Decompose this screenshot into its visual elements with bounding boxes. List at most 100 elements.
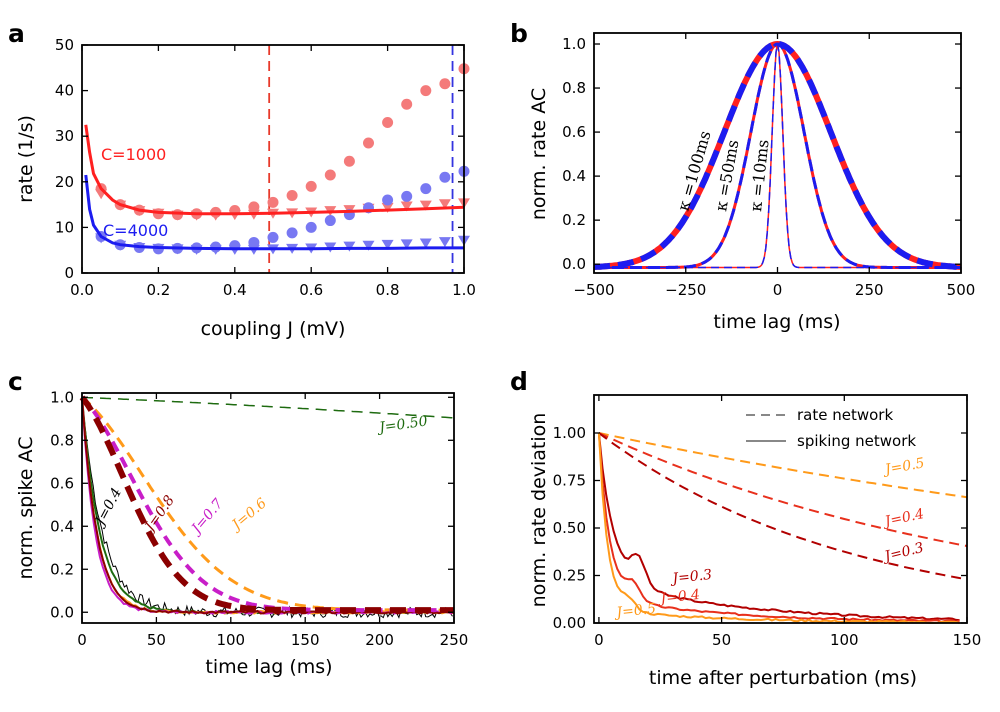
- panel-a-yticks: 0 10 20 30 40 50: [55, 36, 464, 282]
- panel-b-xtick-label: −250: [665, 281, 706, 299]
- panel-b-xtick-label: 0: [773, 281, 783, 299]
- panel-a-xlabel: coupling J (mV): [201, 318, 346, 340]
- panel-a-xtick-label: 1.0: [452, 281, 476, 299]
- panel-c-xtick-label: 50: [147, 631, 166, 649]
- panel-d-rate-curve: [598, 432, 968, 547]
- panel-a-circle-point: [439, 171, 451, 183]
- panel-a-ytick-label: 50: [55, 36, 74, 54]
- panel-c-ytick-label: 0.0: [50, 603, 74, 621]
- panel-c-ytick-label: 0.4: [50, 517, 74, 535]
- panel-b-frame: [593, 32, 962, 274]
- panel-a-curve: [84, 124, 465, 216]
- panel-a-ytick-label: 10: [55, 218, 74, 236]
- panel-label-b: b: [510, 19, 528, 48]
- annotation-d-rate-j04: J=0.4: [881, 506, 926, 531]
- panel-d-xtick-label: 100: [830, 631, 859, 649]
- panel-a-triangle-point: [381, 202, 394, 213]
- panel-b-xtick-label: 250: [855, 281, 884, 299]
- panel-a-plot: [84, 45, 470, 273]
- panel-d-ytick-label: 0.50: [553, 519, 586, 537]
- annotation-j050: J=0.50: [375, 413, 428, 436]
- panel-c-xtick-label: 150: [291, 631, 320, 649]
- annotation-j06: J=0.6: [227, 495, 270, 535]
- panel-b-ac-curve: [594, 43, 961, 269]
- panel-a-circle-point: [324, 169, 336, 181]
- panel-a-circle-point: [305, 221, 317, 233]
- panel-a-ytick-label: 20: [55, 173, 74, 191]
- panel-a-triangle-point: [438, 237, 451, 248]
- panel-b-ytick-label: 0.6: [562, 123, 586, 141]
- panel-d-spiking-curve: [597, 432, 960, 623]
- panel-a-xtick-label: 0.8: [376, 281, 400, 299]
- panel-c-xticks: 0 50 100 150 200 250: [77, 393, 468, 649]
- panel-a-frame: [81, 44, 465, 274]
- panel-label-a: a: [8, 19, 25, 48]
- panel-c-xtick-label: 0: [77, 631, 87, 649]
- panel-a-curve: [84, 174, 464, 251]
- panel-a-ytick-label: 30: [55, 127, 74, 145]
- panel-c-ylabel: norm. spike AC: [15, 437, 37, 580]
- panel-a-circle-point: [382, 117, 394, 129]
- panel-d-xtick-label: 0: [594, 631, 604, 649]
- panel-a-circle-point: [401, 190, 413, 202]
- panel-d-legend: rate network spiking network: [746, 406, 916, 450]
- panel-d-xtick-label: 150: [953, 631, 982, 649]
- panel-d-spiking-curve: [597, 432, 960, 622]
- panel-d-xticks: 0 50 100 150: [594, 395, 981, 649]
- panel-a-circle-point: [420, 85, 432, 97]
- legend-label-rate: rate network: [797, 406, 893, 424]
- panel-b-ytick-label: 0.0: [562, 255, 586, 273]
- panel-c-xlabel: time lag (ms): [205, 656, 332, 678]
- panel-a-triangle-point: [362, 240, 375, 251]
- panel-a-xtick-label: 0.2: [146, 281, 170, 299]
- annotation-d-rate-j03: J=0.3: [880, 540, 925, 566]
- panel-a-circle-point: [248, 201, 260, 213]
- panel-b-ac-curve: [594, 42, 961, 269]
- panel-d-xtick-label: 50: [712, 631, 731, 649]
- panel-c-plot: [79, 395, 455, 619]
- panel-a-triangle-point: [343, 241, 356, 252]
- panel-b: b −500 −250 0 250 500 0.0 0.2 0.4 0.6 0.8 1.0 tim…: [510, 19, 975, 333]
- panel-label-c: c: [8, 367, 23, 396]
- panel-a-ytick-label: 0: [64, 264, 74, 282]
- legend-label-spiking: spiking network: [797, 432, 916, 450]
- annotation-c1000: C=1000: [101, 145, 166, 164]
- panel-b-ytick-label: 1.0: [562, 35, 586, 53]
- panel-c-yticks: 0.0 0.2 0.4 0.6 0.8 1.0: [50, 388, 454, 621]
- panel-b-xtick-label: 500: [947, 281, 976, 299]
- panel-d-ytick-label: 0.75: [553, 472, 586, 490]
- panel-c-frame: [81, 392, 455, 624]
- panel-b-ytick-label: 0.2: [562, 211, 586, 229]
- panel-b-ac-curve: [594, 40, 961, 270]
- panel-c: c 0 50 100 150 200 250 0.0 0.2 0.4 0.6 0.8 1.0 tim…: [8, 367, 468, 678]
- panel-a-xtick-label: 0.4: [223, 281, 247, 299]
- panel-a-circle-point: [382, 194, 394, 206]
- panel-c-xtick-label: 100: [216, 631, 245, 649]
- panel-d-ytick-label: 1.00: [553, 424, 586, 442]
- panel-a-triangle-point: [400, 201, 413, 212]
- panel-a: a 0.0 0.2 0.4 0.6 0.8 1.0 0 10 20 30 40 50 couplin…: [8, 19, 476, 340]
- panel-a-triangle-point: [400, 239, 413, 250]
- panel-b-xticks: −500 −250 0 250 500: [573, 33, 975, 299]
- panel-a-ylabel: rate (1/s): [15, 115, 37, 203]
- panel-b-yticks: 0.0 0.2 0.4 0.6 0.8 1.0: [562, 35, 961, 273]
- panel-b-xtick-label: −500: [573, 281, 614, 299]
- panel-a-circle-point: [286, 227, 298, 239]
- panel-c-ytick-label: 0.6: [50, 474, 74, 492]
- panel-d-spiking-curve: [597, 432, 960, 624]
- panel-label-d: d: [510, 367, 528, 396]
- panel-b-xlabel: time lag (ms): [713, 311, 840, 333]
- annotation-j07: J=0.7: [187, 496, 227, 539]
- annotation-d-spike-j04: J=0.4: [657, 587, 701, 607]
- panel-a-circle-point: [439, 78, 451, 90]
- panel-d-rate-curve: [598, 432, 968, 581]
- annotation-d-rate-j05: J=0.5: [881, 455, 926, 478]
- panel-b-ylabel: norm. rate AC: [528, 88, 550, 220]
- panel-c-xtick-label: 250: [440, 631, 469, 649]
- panel-c-xtick-label: 200: [365, 631, 394, 649]
- panel-a-circle-point: [267, 231, 279, 243]
- panel-a-triangle-point: [419, 238, 432, 249]
- panel-a-circle-point: [324, 215, 336, 227]
- panel-a-circle-point: [305, 180, 317, 192]
